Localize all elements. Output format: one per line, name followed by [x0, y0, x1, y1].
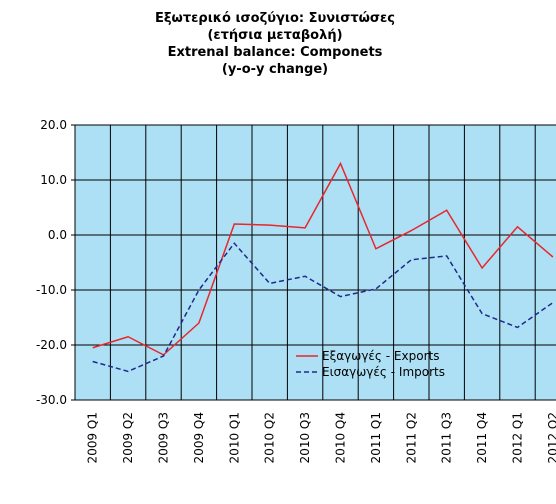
chart-title: Εξωτερικό ισοζύγιο: Συνιστώσες — [155, 11, 395, 26]
series-line — [92, 242, 554, 373]
y-tick-label: -30.0 — [36, 393, 67, 407]
x-tick-label: 2009 Q3 — [157, 412, 171, 463]
x-tick-label: 2011 Q4 — [475, 412, 489, 463]
chart-title: (y-o-y change) — [222, 62, 328, 77]
plot-area — [74, 124, 556, 401]
x-tick-label: 2009 Q2 — [121, 412, 135, 463]
series-line — [92, 161, 554, 356]
y-tick-label: 20.0 — [40, 118, 67, 132]
legend-label: Εισαγωγές - Imports — [322, 365, 445, 379]
x-tick-label: 2009 Q1 — [86, 412, 100, 463]
legend-label: Εξαγωγές - Exports — [322, 349, 439, 363]
x-tick-label: 2012 Q2 — [546, 412, 556, 463]
y-tick-label: -10.0 — [36, 283, 67, 297]
x-tick-label: 2012 Q1 — [511, 412, 525, 463]
chart-title: Extrenal balance: Componets — [168, 45, 383, 60]
x-tick-label: 2010 Q3 — [298, 412, 312, 463]
chart-title: (ετήσια μεταβολή) — [207, 28, 342, 43]
x-tick-label: 2010 Q4 — [334, 412, 348, 463]
x-tick-label: 2010 Q1 — [227, 412, 241, 463]
y-tick-label: -20.0 — [36, 338, 67, 352]
x-tick-label: 2011 Q2 — [404, 412, 418, 463]
y-tick-label: 10.0 — [40, 173, 67, 187]
y-tick-label: 0.0 — [48, 228, 67, 242]
x-tick-label: 2011 Q3 — [440, 412, 454, 463]
x-tick-label: 2010 Q2 — [263, 412, 277, 463]
x-tick-label: 2011 Q1 — [369, 412, 383, 463]
x-tick-label: 2009 Q4 — [192, 412, 206, 463]
